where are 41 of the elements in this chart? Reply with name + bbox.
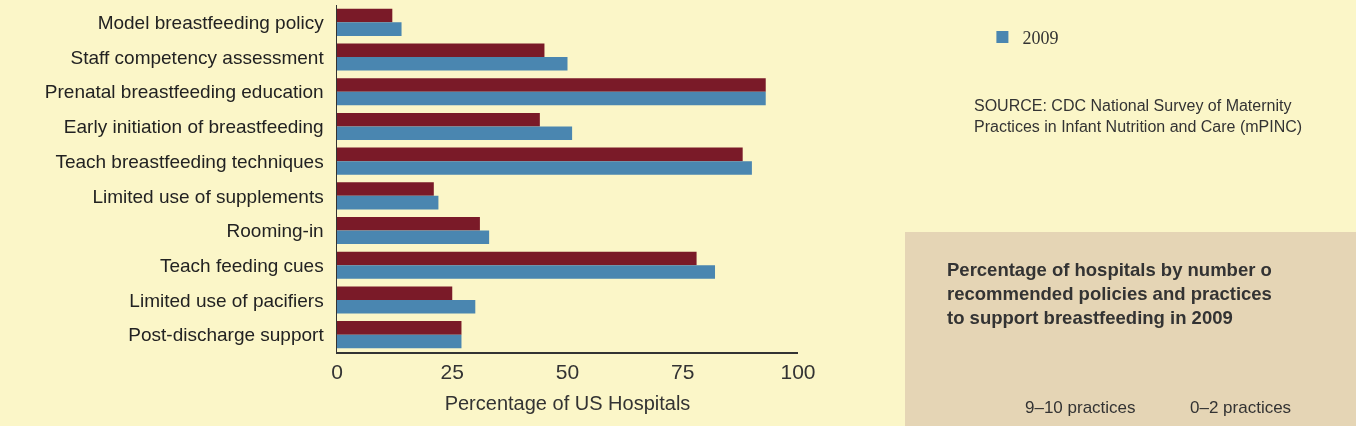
y-tick-label: Early initiation of breastfeeding bbox=[63, 116, 324, 138]
bar bbox=[337, 43, 545, 58]
bar bbox=[337, 251, 697, 266]
y-tick-label: Teach breastfeeding techniques bbox=[55, 150, 324, 172]
y-tick-label: Teach feeding cues bbox=[159, 254, 324, 276]
bar bbox=[337, 195, 439, 210]
y-tick-label: Model breastfeeding policy bbox=[97, 12, 325, 33]
legend-label: 2009 bbox=[1022, 28, 1059, 49]
x-tick-label: 0 bbox=[331, 359, 343, 383]
text: Percentage of hospitals by number o recommended policies and practices to support breastfeeding in 2009 bbox=[947, 259, 1272, 329]
bar bbox=[337, 182, 434, 196]
x-tick-label: 50 bbox=[555, 359, 580, 383]
x-tick-label: 75 bbox=[671, 359, 695, 383]
text: 0–2 practices bbox=[1190, 398, 1292, 417]
bar bbox=[337, 91, 766, 106]
x-axis-title: Percentage of US Hospitals bbox=[444, 391, 691, 414]
bar bbox=[337, 8, 393, 23]
y-tick-label: Limited use of pacifiers bbox=[129, 289, 324, 311]
bar bbox=[337, 126, 573, 140]
bar bbox=[337, 217, 480, 231]
bar bbox=[337, 334, 462, 349]
y-tick-label: Staff competency assessment bbox=[70, 46, 325, 68]
bar bbox=[337, 147, 743, 162]
source-note: SOURCE: CDC National Survey of Maternity Practices in Infant Nutrition and Care (mPINC) bbox=[974, 97, 1303, 135]
bar bbox=[337, 265, 716, 279]
bar bbox=[337, 230, 490, 245]
bar bbox=[337, 286, 453, 300]
bar bbox=[337, 321, 462, 335]
y-tick-label: Post-discharge support bbox=[128, 324, 325, 346]
bar bbox=[337, 22, 402, 36]
x-tick-label: 100 bbox=[780, 359, 816, 383]
bar bbox=[337, 112, 540, 127]
y-tick-label: Prenatal breastfeeding education bbox=[44, 81, 324, 103]
y-tick-label: Rooming-in bbox=[226, 220, 324, 242]
text: 9–10 practices bbox=[1025, 398, 1136, 417]
bar bbox=[337, 57, 568, 71]
x-tick-label: 25 bbox=[440, 359, 464, 383]
bar bbox=[337, 78, 766, 92]
bar bbox=[337, 299, 476, 314]
y-tick-label: Limited use of supplements bbox=[92, 185, 324, 207]
bar bbox=[337, 161, 752, 175]
